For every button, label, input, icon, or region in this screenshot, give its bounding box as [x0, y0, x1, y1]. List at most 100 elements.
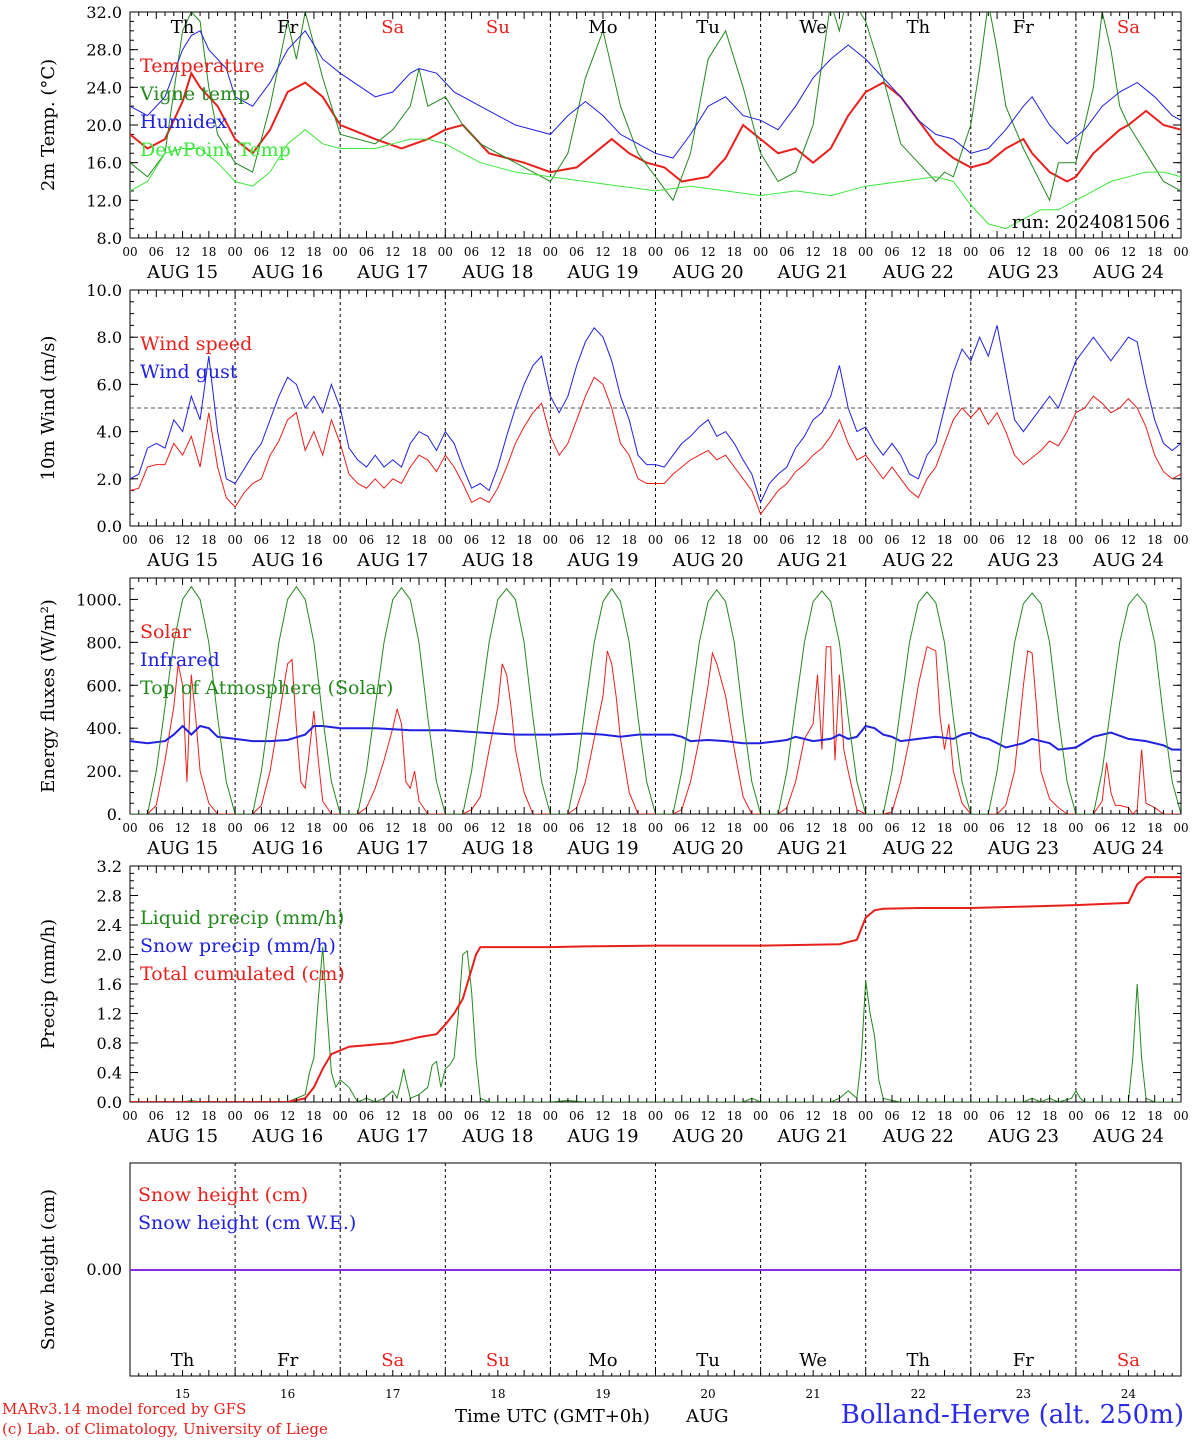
day-number-label: 21	[806, 1387, 821, 1401]
hour-tick-label: 18	[727, 821, 742, 835]
weekday-label: Mo	[588, 17, 617, 38]
hour-tick-label: 12	[1016, 821, 1031, 835]
hour-tick-label: 18	[411, 821, 426, 835]
date-label: AUG 24	[1092, 838, 1164, 859]
hour-tick-label: 06	[779, 533, 794, 547]
hour-tick-label: 00	[122, 245, 137, 259]
hour-tick-label: 12	[175, 821, 190, 835]
date-label: AUG 16	[251, 550, 323, 571]
hour-tick-label: 12	[911, 821, 926, 835]
hour-tick-label: 18	[622, 245, 637, 259]
date-label: AUG 24	[1092, 262, 1164, 283]
date-label: AUG 16	[251, 1126, 323, 1147]
weekday-label: Sa	[1117, 17, 1140, 38]
y-tick-label: 2.4	[97, 916, 122, 935]
y-tick-label: 2.0	[97, 946, 122, 965]
hour-tick-label: 12	[1016, 245, 1031, 259]
y-tick-label: 8.0	[97, 229, 122, 248]
hour-tick-label: 00	[858, 533, 873, 547]
hour-tick-label: 18	[201, 1109, 216, 1123]
hour-tick-label: 12	[1121, 821, 1136, 835]
hour-tick-label: 06	[989, 533, 1004, 547]
y-tick-label: 20.0	[86, 116, 122, 135]
hour-tick-label: 06	[464, 533, 479, 547]
hour-tick-label: 06	[359, 245, 374, 259]
hour-tick-label: 06	[674, 533, 689, 547]
weekday-label: We	[799, 1350, 827, 1371]
hour-tick-label: 00	[333, 1109, 348, 1123]
hour-tick-label: 00	[648, 533, 663, 547]
date-label: AUG 19	[566, 262, 638, 283]
date-label: AUG 19	[566, 550, 638, 571]
hour-tick-label: 12	[595, 533, 610, 547]
month-label: AUG	[686, 1406, 729, 1427]
y-tick-label: 2.8	[97, 887, 122, 906]
y-tick-label: 0.	[107, 805, 122, 824]
series-line	[130, 12, 1181, 202]
date-label: AUG 16	[251, 838, 323, 859]
weekday-label: Th	[906, 1350, 930, 1371]
hour-tick-label: 00	[963, 245, 978, 259]
date-label: AUG 23	[987, 1126, 1059, 1147]
hour-tick-label: 06	[359, 533, 374, 547]
hour-tick-label: 18	[201, 245, 216, 259]
date-label: AUG 18	[461, 550, 533, 571]
hour-tick-label: 12	[280, 1109, 295, 1123]
hour-tick-label: 06	[779, 821, 794, 835]
hour-tick-label: 06	[149, 245, 164, 259]
y-tick-label: 0.8	[97, 1034, 122, 1053]
weekday-label: Su	[486, 1350, 510, 1371]
date-label: AUG 24	[1092, 1126, 1164, 1147]
weekday-label: Th	[906, 17, 930, 38]
date-label: AUG 21	[777, 262, 849, 283]
y-tick-label: 1000.	[76, 590, 122, 609]
hour-tick-label: 12	[806, 245, 821, 259]
hour-tick-label: 00	[1068, 533, 1083, 547]
hour-tick-label: 18	[201, 821, 216, 835]
hour-tick-label: 12	[175, 533, 190, 547]
hour-tick-label: 18	[727, 1109, 742, 1123]
hour-tick-label: 18	[411, 1109, 426, 1123]
hour-tick-label: 12	[175, 245, 190, 259]
hour-tick-label: 00	[543, 533, 558, 547]
y-axis-label: Precip (mm/h)	[38, 919, 59, 1049]
hour-tick-label: 00	[648, 821, 663, 835]
station-name: Bolland-Herve (alt. 250m)	[840, 1400, 1184, 1430]
hour-tick-label: 18	[516, 533, 531, 547]
y-tick-label: 1.2	[97, 1005, 122, 1024]
hour-tick-label: 06	[464, 245, 479, 259]
y-tick-label: 4.0	[97, 423, 122, 442]
y-tick-label: 800.	[86, 633, 122, 652]
date-label: AUG 22	[882, 262, 954, 283]
hour-tick-label: 18	[1042, 245, 1057, 259]
legend-label: Wind gust	[140, 361, 238, 383]
date-label: AUG 22	[882, 1126, 954, 1147]
hour-tick-label: 18	[727, 245, 742, 259]
hour-tick-label: 06	[884, 821, 899, 835]
hour-tick-label: 18	[516, 821, 531, 835]
hour-tick-label: 06	[1095, 821, 1110, 835]
hour-tick-label: 06	[149, 1109, 164, 1123]
hour-tick-label: 00	[753, 1109, 768, 1123]
y-tick-label: 200.	[86, 762, 122, 781]
date-label: AUG 23	[987, 838, 1059, 859]
hour-tick-label: 18	[1147, 245, 1162, 259]
date-label: AUG 21	[777, 838, 849, 859]
hour-tick-label: 18	[832, 245, 847, 259]
hour-tick-label: 06	[254, 1109, 269, 1123]
hour-tick-label: 06	[779, 1109, 794, 1123]
legend-label: Solar	[140, 621, 192, 643]
panel-5: 0.00 Snow height (cm) Snow height (cm) Snow…	[38, 1162, 1182, 1401]
hour-tick-label: 00	[1068, 245, 1083, 259]
hour-tick-label: 00	[122, 1109, 137, 1123]
hour-tick-label: 18	[937, 821, 952, 835]
weekday-label: Fr	[1013, 17, 1034, 38]
hour-tick-label: 12	[1121, 533, 1136, 547]
series-line	[130, 129, 1181, 230]
weekday-label: Su	[486, 17, 510, 38]
hour-tick-label: 00	[122, 821, 137, 835]
legend-label: Temperature	[140, 55, 264, 77]
hour-tick-label: 06	[989, 821, 1004, 835]
hour-tick-label: 00	[963, 1109, 978, 1123]
date-label: AUG 15	[146, 1126, 218, 1147]
